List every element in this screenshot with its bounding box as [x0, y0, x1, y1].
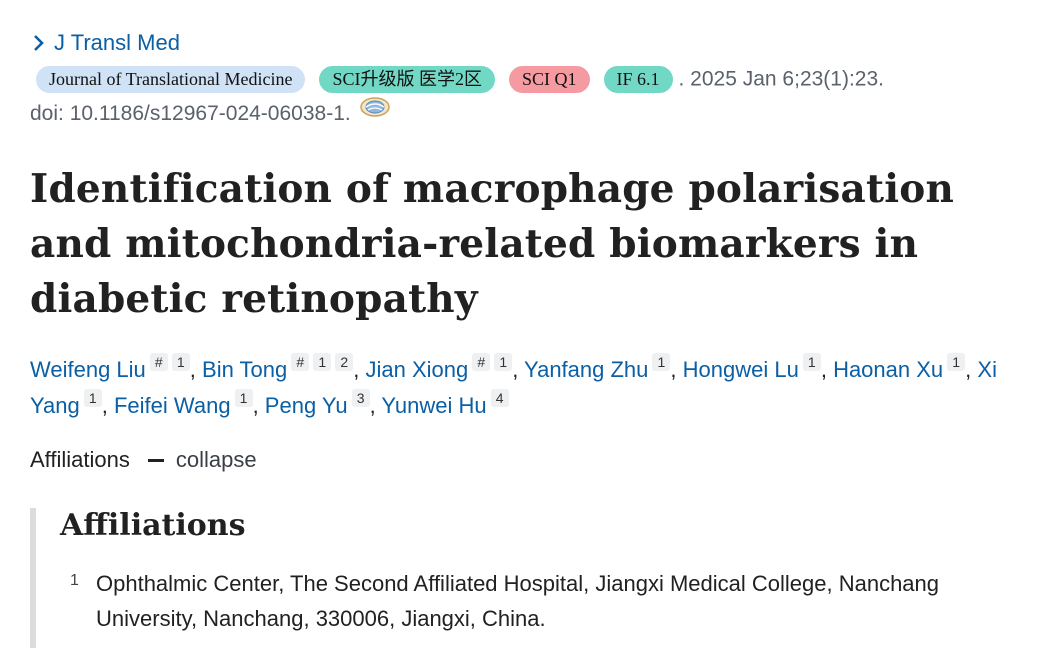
affiliation-ref[interactable]: 4	[490, 389, 509, 407]
author-name-link[interactable]: Haonan Xu	[833, 357, 944, 382]
affiliation-ref[interactable]: 2	[335, 353, 354, 371]
affiliations-toggle-label: Affiliations	[30, 447, 130, 472]
author-item: Yunwei Hu 4	[381, 389, 509, 418]
affiliation-ref[interactable]: 1	[802, 353, 821, 371]
affiliation-ref[interactable]: 1	[313, 353, 332, 371]
affiliation-ref[interactable]: 1	[494, 353, 513, 371]
affiliation-ref[interactable]: 1	[652, 353, 671, 371]
affiliations-panel: Affiliations 1 Ophthalmic Center, The Se…	[30, 508, 1036, 648]
affiliations-toggle[interactable]: Affiliations collapse	[30, 447, 257, 473]
chevron-right-icon	[34, 35, 44, 51]
author-name-link[interactable]: Weifeng Liu	[30, 357, 146, 382]
affiliation-item: 1 Ophthalmic Center, The Second Affiliat…	[70, 566, 1020, 636]
journal-badge[interactable]: Journal of Translational Medicine	[36, 65, 306, 93]
author-item: Xi Yang 1,	[30, 357, 997, 418]
affiliation-ref[interactable]: 1	[947, 353, 966, 371]
quartile-badge[interactable]: SCI Q1	[508, 65, 590, 93]
author-separator: ,	[252, 393, 265, 418]
doi-text[interactable]: doi: 10.1186/s12967-024-06038-1.	[30, 102, 351, 125]
sci-badge[interactable]: SCI升级版 医学2区	[319, 65, 495, 93]
affiliations-heading: Affiliations	[60, 508, 246, 543]
author-separator: ,	[101, 393, 114, 418]
journal-link-label: J Transl Med	[54, 30, 180, 55]
author-separator: ,	[670, 357, 683, 382]
author-item: Weifeng Liu #1,	[30, 353, 203, 382]
affiliation-ref[interactable]: 1	[234, 389, 253, 407]
author-name-link[interactable]: Xi Yang	[30, 357, 997, 418]
globe-link-icon[interactable]	[359, 95, 391, 119]
author-item: Yanfang Zhu 1,	[524, 353, 683, 382]
author-separator: ,	[353, 357, 366, 382]
affiliation-ref[interactable]: 1	[83, 389, 102, 407]
affiliation-ref[interactable]: 1	[171, 353, 190, 371]
author-name-link[interactable]: Yanfang Zhu	[524, 357, 649, 382]
journal-link[interactable]: J Transl Med	[30, 28, 180, 58]
author-item: Peng Yu 3,	[264, 389, 382, 418]
citation-line: Journal of Translational Medicine SCI升级版 …	[36, 64, 1026, 94]
author-separator: ,	[820, 357, 834, 382]
author-name-link[interactable]: Jian Xiong	[365, 357, 469, 382]
article-title: Identification of macrophage polarisatio…	[30, 166, 955, 322]
affiliation-text: Ophthalmic Center, The Second Affiliated…	[96, 571, 940, 631]
equal-contribution-mark[interactable]: #	[149, 353, 168, 371]
citation-date: . 2025 Jan 6;23(1):23.	[678, 67, 884, 91]
equal-contribution-mark[interactable]: #	[472, 353, 491, 371]
author-name-link[interactable]: Feifei Wang	[113, 393, 231, 418]
minus-icon	[147, 458, 164, 462]
author-item: Jian Xiong #1,	[365, 353, 525, 382]
author-list: Weifeng Liu #1, Bin Tong #1 2, Jian Xiong #1…	[30, 352, 1038, 424]
author-separator: ,	[369, 393, 382, 418]
author-name-link[interactable]: Hongwei Lu	[682, 357, 799, 382]
author-name-link[interactable]: Peng Yu	[264, 393, 348, 418]
author-item: Haonan Xu 1,	[833, 353, 978, 382]
author-name-link[interactable]: Bin Tong	[202, 357, 288, 382]
affiliation-number: 1	[70, 572, 79, 589]
collapse-link[interactable]: collapse	[175, 447, 257, 472]
doi-line: doi: 10.1186/s12967-024-06038-1.	[30, 97, 391, 126]
author-item: Hongwei Lu 1,	[682, 353, 834, 382]
author-separator: ,	[965, 357, 978, 382]
author-separator: ,	[189, 357, 203, 382]
affiliation-ref[interactable]: 3	[351, 389, 370, 407]
equal-contribution-mark[interactable]: #	[291, 353, 310, 371]
author-separator: ,	[512, 357, 525, 382]
impact-factor-badge[interactable]: IF 6.1	[603, 65, 673, 93]
author-item: Feifei Wang 1,	[113, 389, 265, 418]
author-item: Bin Tong #1 2,	[202, 353, 366, 382]
author-name-link[interactable]: Yunwei Hu	[381, 393, 487, 418]
